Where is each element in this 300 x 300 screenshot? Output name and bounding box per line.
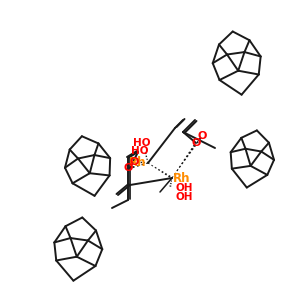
Text: O: O: [197, 131, 207, 141]
Text: OH: OH: [175, 183, 193, 193]
Text: Rh: Rh: [173, 172, 191, 184]
Text: O: O: [191, 138, 201, 148]
Text: Rh: Rh: [129, 157, 147, 169]
Text: HO: HO: [133, 138, 150, 148]
Text: OH: OH: [175, 192, 193, 202]
Text: HO: HO: [130, 146, 148, 156]
Text: O: O: [129, 157, 139, 167]
Text: O: O: [123, 163, 133, 173]
